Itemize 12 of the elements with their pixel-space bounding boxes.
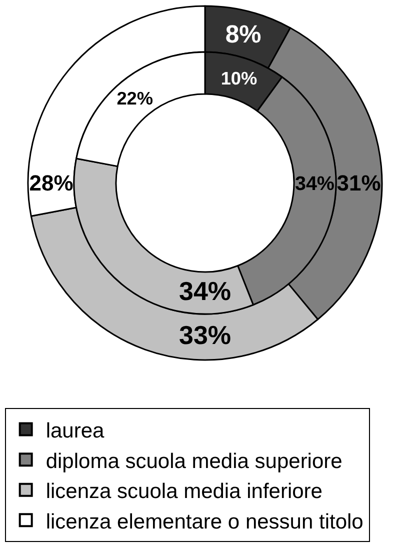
data-label: 34% bbox=[294, 172, 335, 195]
legend-label: diploma scuola media superiore bbox=[46, 450, 342, 473]
data-label: 28% bbox=[29, 170, 74, 196]
legend-label: licenza elementare o nessun titolo bbox=[46, 510, 364, 534]
data-label: 33% bbox=[178, 320, 232, 350]
data-label: 34% bbox=[178, 276, 232, 306]
data-label: 10% bbox=[220, 68, 258, 89]
data-label: 31% bbox=[336, 170, 381, 196]
data-label: 22% bbox=[116, 88, 154, 109]
data-label: 8% bbox=[225, 20, 262, 48]
legend-label: laurea bbox=[46, 419, 105, 442]
legend-label: licenza scuola media inferiore bbox=[46, 480, 322, 504]
